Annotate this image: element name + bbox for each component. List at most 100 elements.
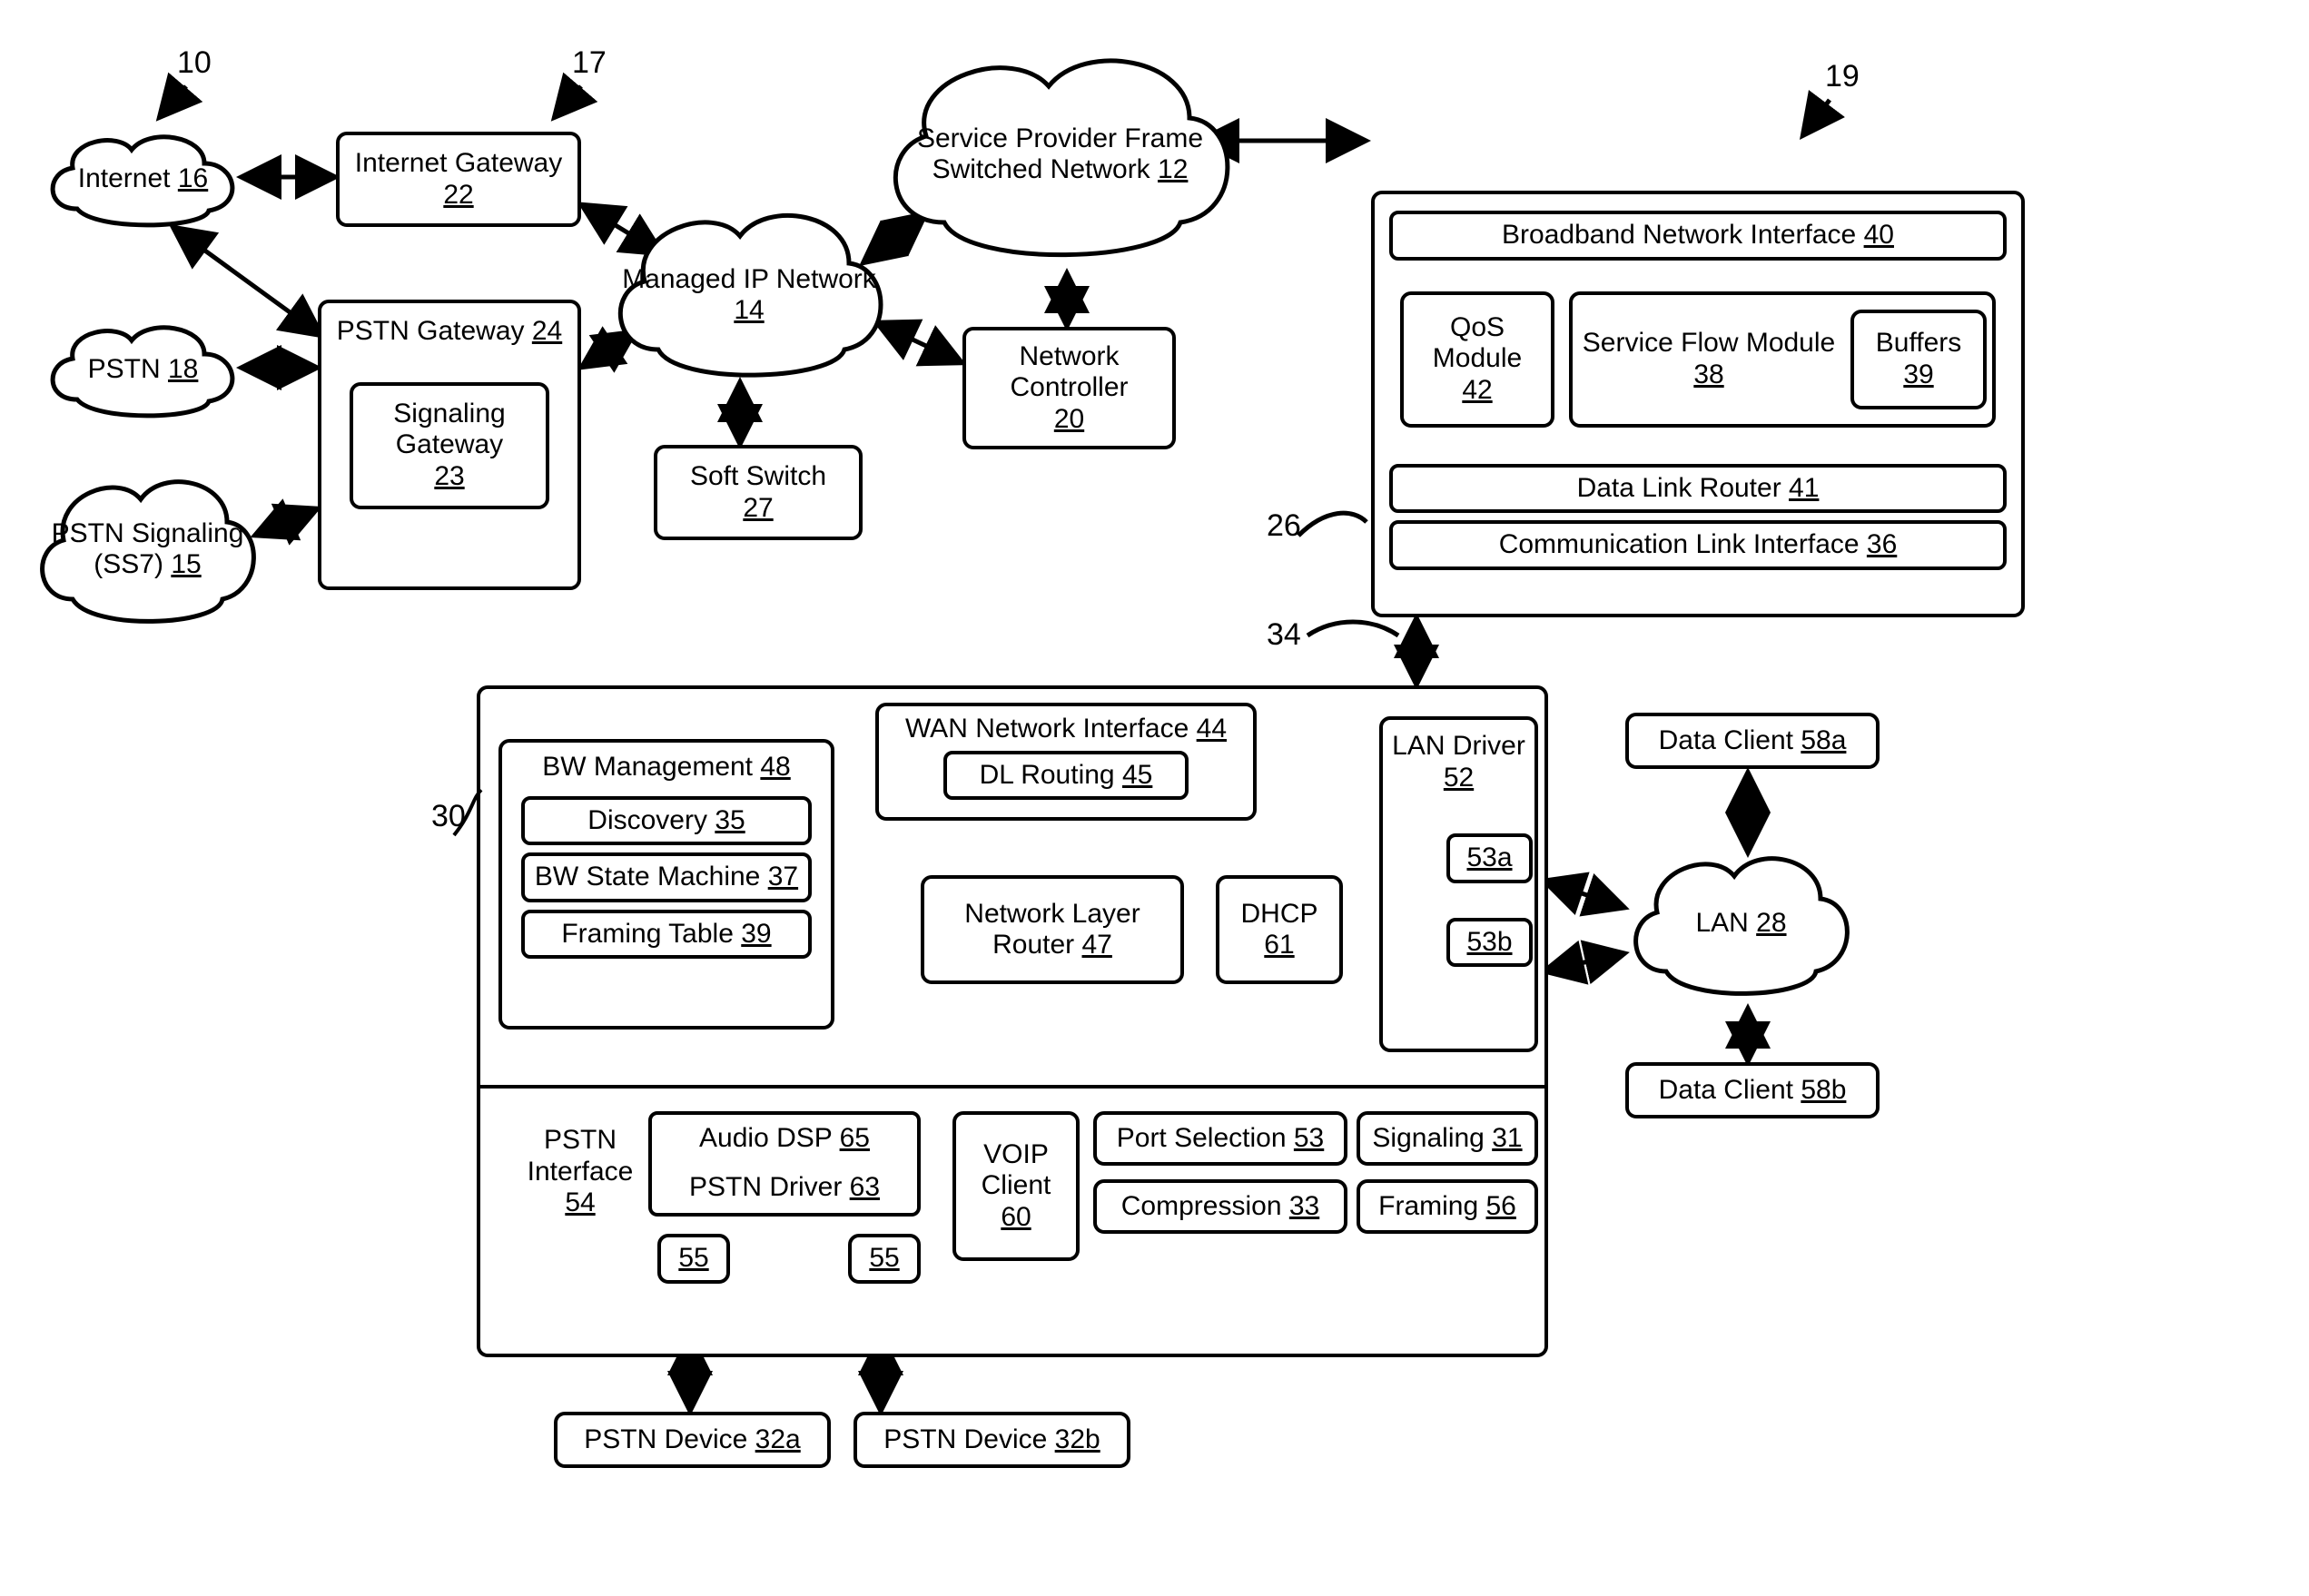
pstni-label: PSTN Interface — [528, 1125, 634, 1187]
buf-num: 39 — [1903, 360, 1933, 389]
pstn-interface-label: PSTN Interface54 — [503, 1125, 657, 1219]
p53b-num: 53b — [1466, 927, 1512, 957]
voip-label: VOIP Client — [982, 1139, 1051, 1201]
ref-17: 17 — [572, 45, 607, 81]
box-pstn-driver: PSTN Driver 63 — [648, 1162, 921, 1217]
dhcp-num: 61 — [1264, 930, 1294, 960]
cloud-lan-label: LAN — [1695, 908, 1748, 938]
box-framing: Framing 56 — [1357, 1179, 1538, 1234]
box-ft: Framing Table 39 — [521, 910, 812, 960]
cloud-pstn: PSTN 18 — [41, 318, 245, 422]
box-buffers: Buffers39 — [1850, 310, 1987, 409]
sfm-num: 38 — [1693, 360, 1723, 389]
voip-num: 60 — [1001, 1202, 1031, 1232]
pdrv-label: PSTN Driver — [689, 1172, 842, 1202]
box-55b: 55 — [848, 1234, 921, 1284]
nc-label: Network Controller — [1010, 341, 1128, 403]
dc1-label: Data Client — [1659, 725, 1793, 755]
qos-label: QoS Module — [1433, 312, 1522, 374]
box-signaling: Signaling 31 — [1357, 1111, 1538, 1166]
cloud-pstn-num: 18 — [168, 354, 198, 384]
dc1-num: 58a — [1801, 725, 1846, 755]
psel-num: 53 — [1294, 1123, 1324, 1153]
bni-num: 40 — [1864, 220, 1894, 250]
cloud-ss7-label: PSTN Signaling (SS7) — [52, 518, 244, 580]
bwsm-label: BW State Machine — [535, 862, 760, 892]
box-data-client-a: Data Client 58a — [1625, 713, 1880, 769]
box-lan-driver: LAN Driver 52 53a 53b — [1379, 716, 1538, 1052]
frm-num: 56 — [1486, 1191, 1516, 1221]
wan-label: WAN Network Interface — [905, 714, 1189, 744]
buf-label: Buffers — [1876, 328, 1962, 358]
cloud-mip-label: Managed IP Network — [622, 264, 876, 294]
box-dhcp: DHCP61 — [1216, 875, 1343, 984]
dc2-label: Data Client — [1659, 1075, 1793, 1105]
box-internet-gateway: Internet Gateway 22 — [336, 132, 581, 227]
dlrt-num: 45 — [1122, 760, 1152, 790]
box-bwsm: BW State Machine 37 — [521, 852, 812, 902]
bwm-num: 48 — [760, 752, 790, 782]
nlr-num: 47 — [1082, 930, 1112, 960]
p55a-num: 55 — [678, 1243, 708, 1275]
box-qos: QoS Module42 — [1400, 291, 1554, 428]
igw-num: 22 — [443, 180, 473, 210]
wan-num: 44 — [1197, 714, 1227, 744]
pdev2-label: PSTN Device — [883, 1424, 1047, 1454]
dhcp-label: DHCP — [1240, 899, 1317, 929]
sig-num: 31 — [1492, 1123, 1522, 1153]
box-bni: Broadband Network Interface 40 QoS Modul… — [1371, 191, 2025, 617]
box-wan: WAN Network Interface 44 DL Routing 45 — [875, 703, 1257, 821]
sgw-num: 23 — [434, 461, 464, 491]
cloud-pstn-label: PSTN — [88, 354, 161, 384]
qos-num: 42 — [1462, 375, 1492, 405]
cloud-mip-num: 14 — [734, 295, 764, 325]
pgw-label: PSTN Gateway — [337, 316, 525, 346]
box-pstn-gateway: PSTN Gateway 24 Signaling Gateway23 — [318, 300, 581, 590]
disc-num: 35 — [715, 805, 745, 835]
cloud-internet: Internet 16 — [41, 127, 245, 232]
igw-label: Internet Gateway — [355, 148, 562, 178]
box-device-30: BW Management 48 Discovery 35 BW State M… — [477, 685, 1548, 1357]
adsp-label: Audio DSP — [699, 1123, 832, 1153]
pdev1-label: PSTN Device — [584, 1424, 747, 1454]
box-cli: Communication Link Interface 36 — [1389, 520, 2007, 570]
dlr-label: Data Link Router — [1577, 473, 1781, 503]
box-nlr: Network Layer Router 47 — [921, 875, 1184, 984]
box-signaling-gateway: Signaling Gateway23 — [350, 382, 549, 509]
box-pstn-device-b: PSTN Device 32b — [854, 1412, 1130, 1468]
dc2-num: 58b — [1801, 1075, 1846, 1105]
cloud-spfsn: Service Provider Frame Switched Network … — [881, 41, 1239, 268]
ref-34: 34 — [1267, 617, 1301, 653]
land-label: LAN Driver — [1392, 731, 1525, 761]
box-soft-switch: Soft Switch27 — [654, 445, 863, 540]
box-discovery: Discovery 35 — [521, 796, 812, 846]
psel-label: Port Selection — [1117, 1123, 1287, 1153]
box-dlr: Data Link Router 41 — [1389, 464, 2007, 514]
cloud-internet-label: Internet — [78, 163, 171, 193]
sig-label: Signaling — [1372, 1123, 1484, 1153]
ss-label: Soft Switch — [690, 461, 826, 491]
cli-label: Communication Link Interface — [1499, 529, 1860, 559]
box-pstn-device-a: PSTN Device 32a — [554, 1412, 831, 1468]
pdev2-num: 32b — [1055, 1424, 1100, 1454]
box-compression: Compression 33 — [1093, 1179, 1347, 1234]
disc-label: Discovery — [587, 805, 707, 835]
pdrv-num: 63 — [850, 1172, 880, 1202]
p53a-num: 53a — [1466, 842, 1512, 872]
sfm-label: Service Flow Module — [1583, 328, 1835, 358]
bwm-label: BW Management — [542, 752, 753, 782]
pdev1-num: 32a — [755, 1424, 801, 1454]
cloud-spfsn-num: 12 — [1158, 154, 1188, 184]
bwsm-num: 37 — [768, 862, 798, 892]
box-audio-dsp: Audio DSP 65 — [648, 1111, 921, 1166]
ft-label: Framing Table — [561, 919, 734, 949]
ss-num: 27 — [743, 493, 773, 523]
ref-19: 19 — [1825, 59, 1860, 94]
ref-10: 10 — [177, 45, 212, 81]
box-network-controller: Network Controller20 — [962, 327, 1176, 449]
dlr-num: 41 — [1789, 473, 1819, 503]
comp-label: Compression — [1121, 1191, 1282, 1221]
box-55a: 55 — [657, 1234, 730, 1284]
cloud-mip: Managed IP Network 14 — [608, 200, 890, 390]
box-dlrouting: DL Routing 45 — [943, 751, 1189, 801]
